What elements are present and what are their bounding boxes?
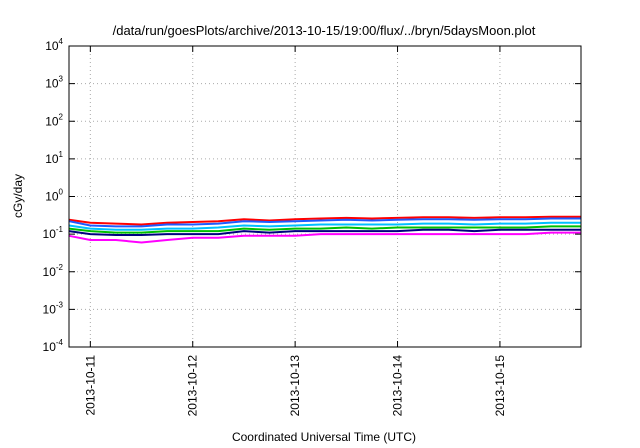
y-tick-label: 10-1 [43,225,64,241]
x-axis-label: Coordinated Universal Time (UTC) [232,430,416,444]
x-tick-label: 2013-10-14 [391,355,405,417]
x-ticks: 2013-10-11 2013-10-12 2013-10-13 2013-10-14… [83,46,507,416]
x-tick-label: 2013-10-12 [186,355,200,417]
series-line [68,231,581,244]
series-group [68,215,581,244]
grid [69,46,581,347]
series-line [68,217,581,228]
y-tick-label: 102 [45,112,63,128]
y-tick-label: 10-4 [43,338,64,354]
y-ticks: 10-4 10-3 10-2 10-1 100 101 102 103 104 [43,37,581,354]
chart-title: /data/run/goesPlots/archive/2013-10-15/1… [113,23,536,38]
x-tick-label: 2013-10-13 [288,355,302,417]
y-tick-label: 10-2 [43,263,64,279]
y-tick-label: 100 [45,188,63,204]
series-line [68,228,581,236]
y-axis-label: cGy/day [11,174,25,218]
y-tick-label: 101 [45,150,63,166]
x-tick-label: 2013-10-11 [83,355,97,416]
series-line [68,221,581,231]
x-tick-label: 2013-10-15 [493,355,507,417]
series-line [68,215,581,226]
series-line [68,225,581,234]
y-tick-label: 103 [45,75,63,91]
y-tick-label: 10-3 [43,300,64,316]
y-tick-label: 104 [45,37,63,53]
